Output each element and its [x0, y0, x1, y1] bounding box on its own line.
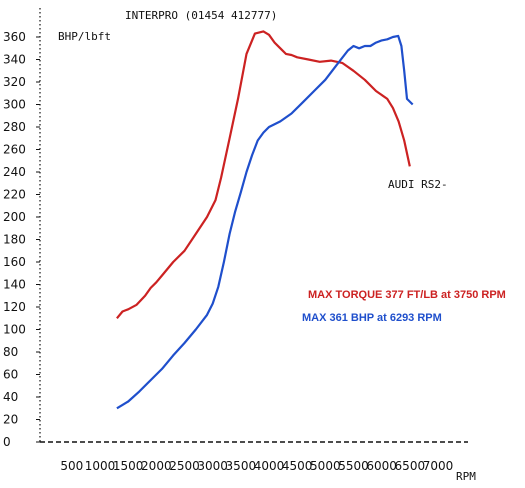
x-tick-label: 3000: [197, 459, 228, 473]
y-tick-label: 40: [3, 390, 18, 404]
y-tick-label: 300: [3, 98, 26, 112]
y-tick-label: 240: [3, 165, 26, 179]
x-tick-label: 5500: [338, 459, 369, 473]
series-lines: [116, 30, 414, 410]
y-tick-label: 220: [3, 188, 26, 202]
y-tick-label: 280: [3, 120, 26, 134]
y-tick-label: 60: [3, 368, 18, 382]
y-tick-label: 140: [3, 278, 26, 292]
x-axis-label: RPM: [456, 470, 476, 483]
x-tick-label: 6000: [366, 459, 397, 473]
x-tick-label: 3500: [226, 459, 257, 473]
x-tick-label: 1500: [113, 459, 144, 473]
max-torque-annotation: MAX TORQUE 377 FT/LB at 3750 RPM: [308, 289, 506, 301]
x-tick-label: 6500: [395, 459, 426, 473]
y-tick-label: 160: [3, 255, 26, 269]
x-tick-label: 4500: [282, 459, 313, 473]
y-tick-label: 0: [3, 435, 11, 449]
x-tick-label: 7000: [423, 459, 454, 473]
x-tick-label: 2000: [141, 459, 172, 473]
series-label: AUDI RS2-: [388, 178, 448, 191]
y-tick-label: 80: [3, 345, 18, 359]
x-tick-labels: 500 1000150020002500300035004000450050005…: [60, 459, 453, 473]
x-tick-label: 4000: [254, 459, 285, 473]
x-tick-label: 500: [60, 459, 83, 473]
series-line-1: [116, 34, 414, 410]
y-tick-label: 100: [3, 323, 26, 337]
x-tick-label: 5000: [310, 459, 341, 473]
y-tick-label: 320: [3, 75, 26, 89]
x-tick-label: 2500: [169, 459, 200, 473]
chart-title: INTERPRO (01454 412777): [125, 9, 277, 22]
series-line-0: [116, 30, 411, 319]
y-tick-labels: 0 20 40 60 80 100 120 140 160 180 200 220 240 260 280 3…: [3, 30, 40, 449]
y-axis-label: BHP/lbft: [58, 30, 111, 43]
y-tick-label: 120: [3, 300, 26, 314]
y-tick-label: 20: [3, 413, 18, 427]
x-tick-label: 1000: [85, 459, 116, 473]
y-tick-label: 180: [3, 233, 26, 247]
max-bhp-annotation: MAX 361 BHP at 6293 RPM: [302, 312, 442, 324]
y-tick-label: 340: [3, 53, 26, 67]
y-tick-label: 260: [3, 143, 26, 157]
y-tick-label: 200: [3, 210, 26, 224]
y-tick-label: 360: [3, 30, 26, 44]
